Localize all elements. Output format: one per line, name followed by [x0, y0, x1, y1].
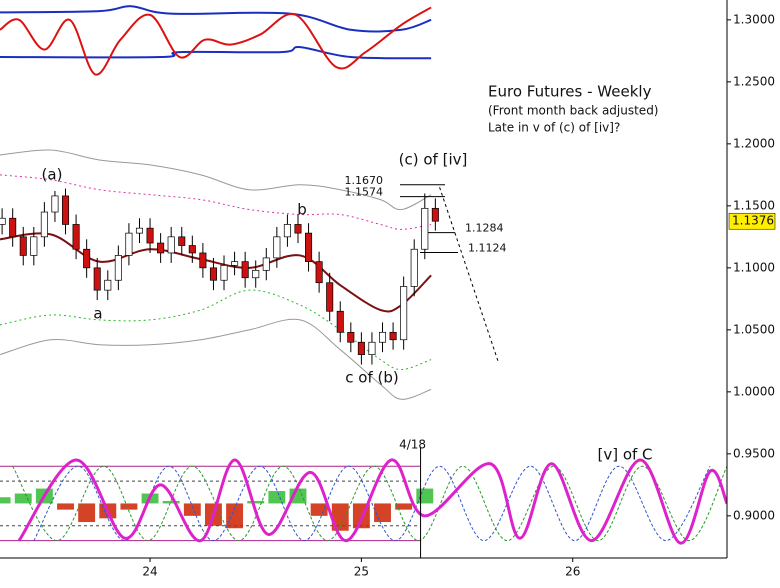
candle-body: [104, 279, 112, 291]
level-label: 1.1284: [465, 222, 504, 235]
candle-body: [252, 269, 260, 279]
candle-body: [146, 227, 154, 244]
histogram-bar: [183, 503, 201, 516]
level-label: 1.1670: [345, 174, 384, 187]
histogram-bar: [0, 497, 11, 504]
candle-body: [305, 232, 313, 262]
histogram-bar: [162, 500, 180, 504]
chart-note: Late in v of (c) of [iv]?: [488, 121, 620, 135]
indicator-line: [0, 289, 432, 371]
y-tick-label: 0.9500: [733, 446, 775, 460]
wave-annotation: [v] of C: [597, 446, 652, 464]
wave-annotation: a: [93, 305, 102, 323]
candle-body: [336, 310, 344, 333]
candle-body: [30, 236, 38, 256]
candle-body: [157, 242, 165, 254]
indicator-line: [0, 174, 432, 230]
candle-body: [357, 341, 365, 355]
candle-body: [72, 224, 80, 250]
histogram-bar: [247, 500, 265, 504]
indicator-line: [0, 6, 432, 76]
histogram-bar: [78, 503, 96, 523]
candle-body: [135, 227, 144, 234]
candle-body: [389, 331, 397, 341]
y-tick-label: 1.3000: [733, 12, 775, 26]
y-tick-label: 1.1000: [733, 260, 775, 274]
histogram-bar: [57, 503, 74, 510]
y-tick-label: 1.1500: [733, 198, 775, 212]
histogram-bar: [120, 503, 138, 510]
x-tick-label: 26: [565, 565, 580, 579]
candle-body: [93, 267, 101, 291]
candle-body: [9, 217, 17, 238]
candle-body: [61, 195, 70, 225]
wave-annotation: (c) of [iv]: [399, 151, 468, 169]
wave-annotation: b: [297, 201, 307, 219]
chart-subtitle: (Front month back adjusted): [488, 104, 659, 118]
indicator-line: [439, 187, 500, 364]
indicator-line: [0, 46, 432, 60]
plot-area: [0, 5, 727, 545]
candle-body: [262, 257, 270, 271]
candle-body: [125, 232, 133, 256]
candle-body: [379, 331, 387, 343]
candle-body: [209, 267, 217, 281]
indicator-line: [0, 149, 432, 211]
candle-body: [273, 236, 281, 259]
candle-body: [40, 211, 48, 238]
indicator-line: [0, 318, 432, 400]
candle-body: [199, 252, 207, 269]
candle-body: [431, 207, 439, 222]
x-tick-label: 25: [354, 565, 369, 579]
histogram-bar: [268, 491, 286, 504]
wave-annotation: (a): [42, 166, 63, 184]
candle-body: [400, 286, 408, 341]
y-tick-label: 1.2000: [733, 136, 775, 150]
indicator-line: [17, 458, 727, 545]
histogram-bar: [374, 503, 391, 523]
candle-body: [241, 261, 249, 279]
candle-body: [421, 207, 429, 250]
last-price-box: [728, 212, 776, 230]
candle-body: [315, 261, 323, 284]
candle-body: [188, 245, 196, 254]
candle-body: [326, 282, 334, 312]
histogram-bar: [14, 493, 32, 504]
y-tick-label: 1.0000: [733, 384, 775, 398]
date-marker-label: 4/18: [399, 438, 426, 452]
y-tick-label: 0.9000: [733, 508, 775, 522]
candle-body: [114, 255, 122, 281]
candle-body: [283, 224, 291, 238]
histogram-bar: [226, 503, 244, 529]
histogram-bar: [310, 503, 328, 516]
level-label: 1.1124: [468, 241, 507, 254]
level-label: 1.1574: [345, 186, 384, 199]
histogram-bar: [395, 503, 413, 510]
x-tick-label: 24: [142, 565, 157, 579]
y-tick-label: 1.2500: [733, 74, 775, 88]
candle-body: [51, 195, 59, 213]
chart-title: Euro Futures - Weekly: [488, 83, 652, 101]
candle-body: [231, 261, 239, 266]
candle-body: [294, 224, 302, 234]
candle-body: [167, 236, 175, 254]
candle-body: [0, 217, 6, 225]
candle-body: [83, 248, 91, 269]
histogram-bar: [331, 503, 349, 531]
candle-body: [368, 341, 376, 355]
candle-body: [178, 236, 186, 246]
last-price-label: 1.1376: [732, 214, 774, 228]
candle-body: [19, 236, 27, 256]
candle-body: [220, 265, 228, 281]
candle-body: [347, 331, 355, 343]
y-tick-label: 1.0500: [733, 322, 775, 336]
wave-annotation: c of (b): [345, 369, 398, 387]
candle-body: [410, 248, 418, 287]
